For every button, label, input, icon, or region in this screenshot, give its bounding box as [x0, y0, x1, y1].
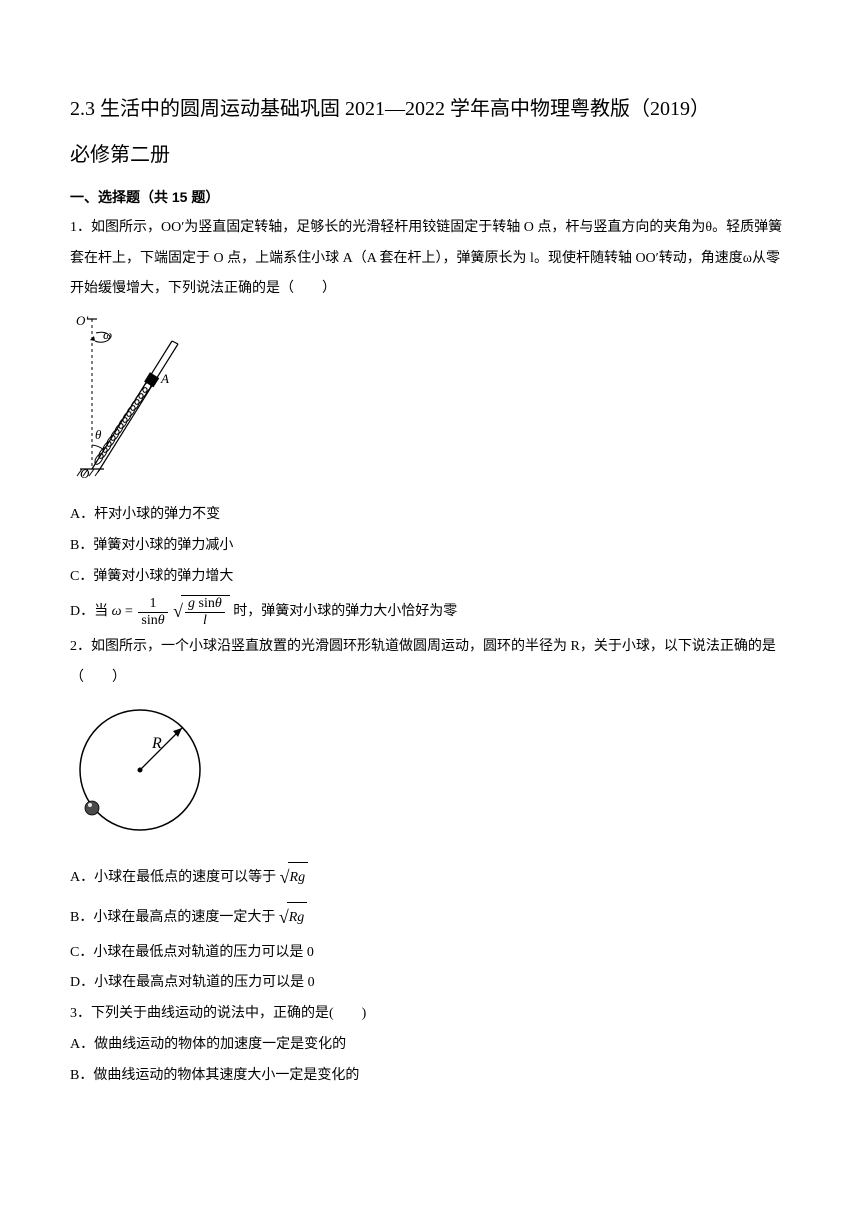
q1-opt-b: B．弹簧对小球的弹力减小: [70, 531, 790, 562]
q3-opt-a: A．做曲线运动的物体的加速度一定是变化的: [70, 1030, 790, 1061]
svg-text:O′: O′: [76, 313, 88, 328]
omega-symbol: ω: [112, 604, 122, 619]
q2-opt-d: D．小球在最高点对轨道的压力可以是 0: [70, 968, 790, 999]
svg-text:A: A: [160, 371, 169, 386]
q2-b-pre: B．小球在最高点的速度一定大于: [70, 910, 275, 925]
title-line-1: 2.3 生活中的圆周运动基础巩固 2021—2022 学年高中物理粤教版（201…: [70, 90, 790, 128]
q2-opt-c: C．小球在最低点对轨道的压力可以是 0: [70, 938, 790, 969]
sqrt-rg-a: √Rg: [280, 858, 308, 898]
svg-text:O: O: [80, 466, 90, 481]
q1-d-post: 时，弹簧对小球的弹力大小恰好为零: [233, 604, 457, 619]
section-heading: 一、选择题（共 15 题）: [70, 182, 790, 213]
q2-opt-a: A．小球在最低点的速度可以等于 √Rg: [70, 858, 790, 898]
sqrt-den: l: [185, 613, 225, 628]
svg-text:ω: ω: [103, 327, 112, 342]
q3-opt-b: B．做曲线运动的物体其速度大小一定是变化的: [70, 1061, 790, 1092]
q2-stem: 2．如图所示，一个小球沿竖直放置的光滑圆环形轨道做圆周运动，圆环的半径为 R，关…: [70, 632, 790, 694]
frac-num: 1: [138, 596, 167, 612]
title-line-2: 必修第二册: [70, 136, 790, 174]
q2-figure: R: [70, 700, 790, 853]
frac-1-over-sin: 1 sinθ: [136, 596, 169, 628]
q1-stem: 1．如图所示，OO′为竖直固定转轴，足够长的光滑轻杆用铰链固定于转轴 O 点，杆…: [70, 213, 790, 305]
sqrt-gsin-over-l: √ g sinθ l: [173, 592, 230, 632]
q1-opt-a: A．杆对小球的弹力不变: [70, 500, 790, 531]
q1-figure: O′ ω θ A O: [70, 311, 790, 494]
q2-a-pre: A．小球在最低点的速度可以等于: [70, 870, 276, 885]
sqrt-num: g sinθ: [185, 596, 225, 612]
sqrt-rg-b: √Rg: [279, 898, 307, 938]
q2-opt-b: B．小球在最高点的速度一定大于 √Rg: [70, 898, 790, 938]
q1-opt-c: C．弹簧对小球的弹力增大: [70, 562, 790, 593]
q1-d-pre: D．当: [70, 604, 108, 619]
q3-stem: 3．下列关于曲线运动的说法中，正确的是( ): [70, 999, 790, 1030]
frac-den: sinθ: [138, 613, 167, 628]
eq-sign: =: [125, 604, 133, 619]
q1-opt-d: D．当 ω = 1 sinθ √ g sinθ l 时，弹簧对小球的弹力大小恰好…: [70, 592, 790, 632]
svg-text:θ: θ: [95, 427, 102, 442]
svg-text:R: R: [151, 735, 162, 752]
